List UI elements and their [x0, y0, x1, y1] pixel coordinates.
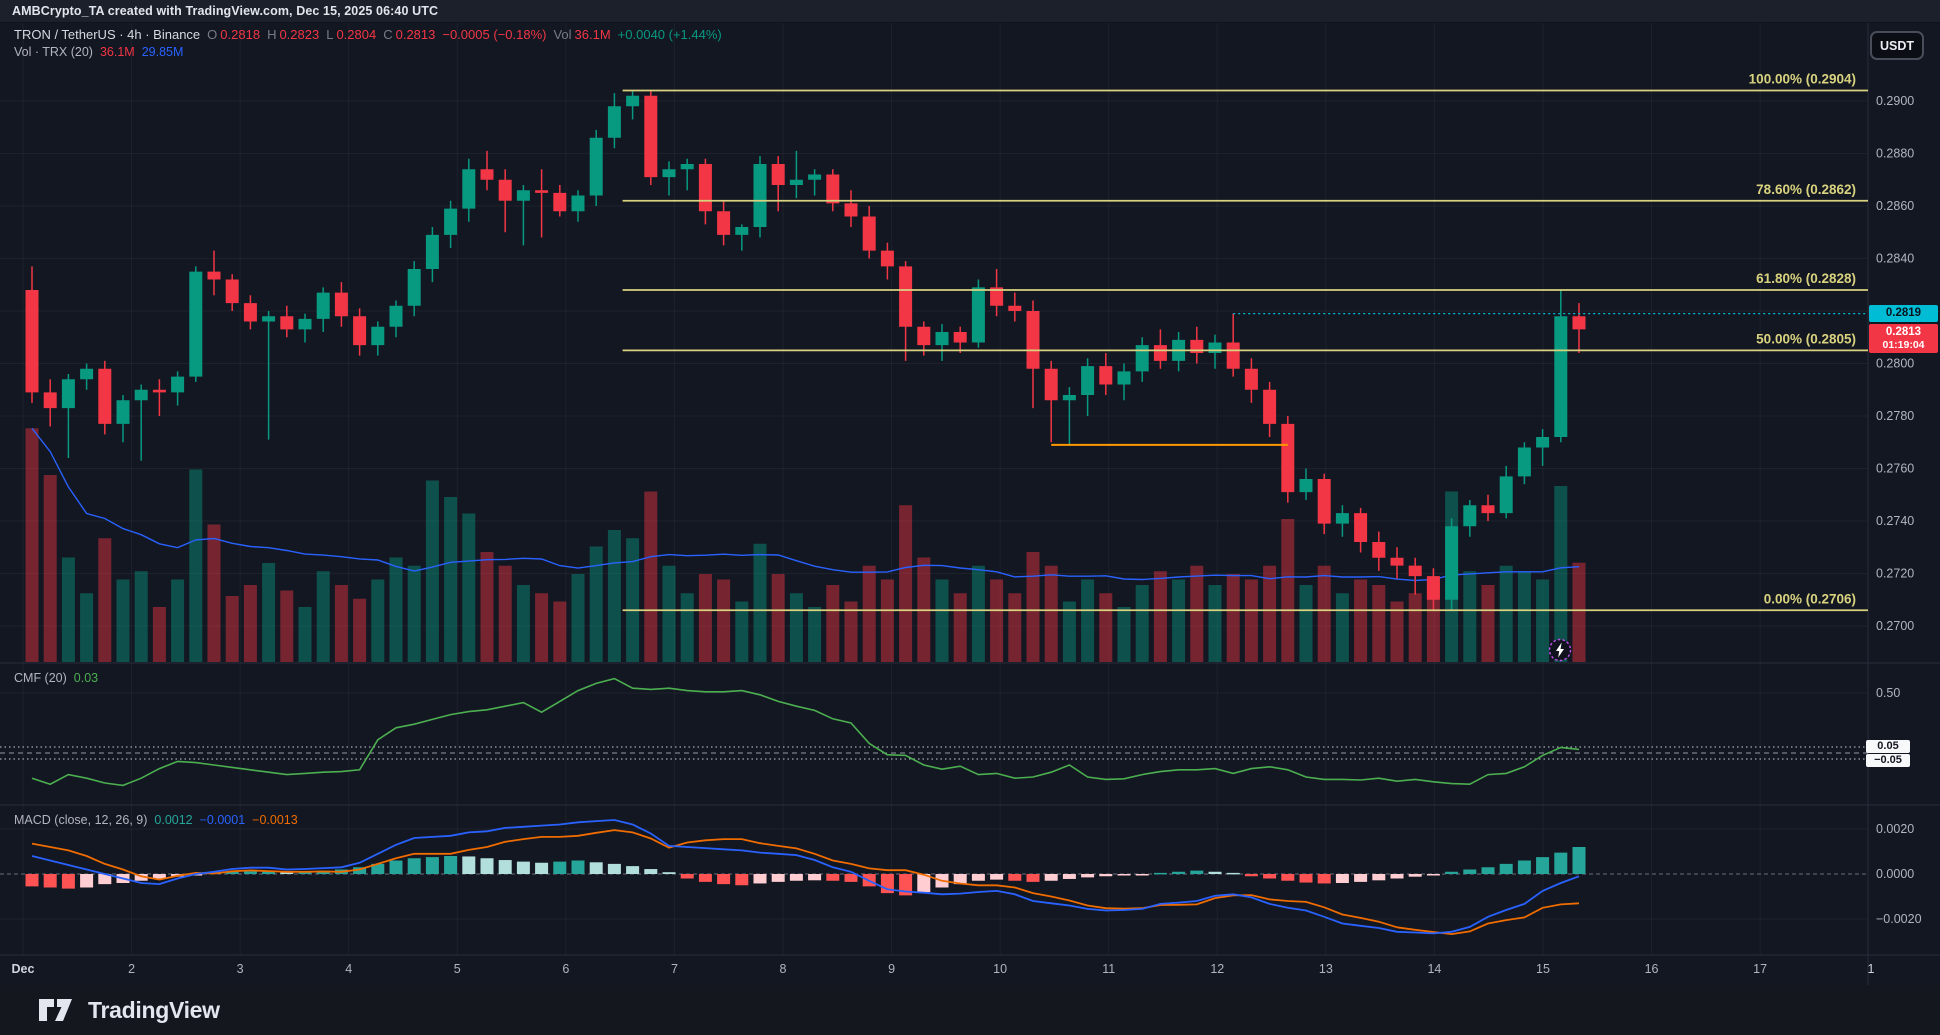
- svg-text:3: 3: [237, 962, 244, 976]
- countdown-timer: 01:19:04: [1882, 339, 1925, 352]
- volume-value: 36.1M: [574, 27, 611, 42]
- svg-text:0.0020: 0.0020: [1876, 822, 1914, 836]
- last-price-value: 0.2819: [1885, 306, 1922, 319]
- svg-text:7: 7: [671, 962, 678, 976]
- svg-text:50.00% (0.2805): 50.00% (0.2805): [1756, 331, 1856, 346]
- close-label: C: [383, 27, 393, 42]
- cmf-legend[interactable]: CMF (20) 0.03: [14, 671, 98, 685]
- svg-text:6: 6: [562, 962, 569, 976]
- volume-bars: [25, 427, 1586, 662]
- svg-text:0.2840: 0.2840: [1876, 252, 1914, 266]
- macd-legend[interactable]: MACD (close, 12, 26, 9) 0.0012 −0.0001 −…: [14, 813, 298, 827]
- svg-text:0.50: 0.50: [1876, 686, 1900, 700]
- lightning-icon: [1548, 638, 1572, 662]
- cmf-label: CMF (20): [14, 671, 67, 685]
- watermark-bar: AMBCrypto_TA created with TradingView.co…: [0, 0, 1940, 23]
- svg-text:11: 11: [1102, 962, 1115, 976]
- cmf-upper-band-badge: 0.05: [1866, 740, 1910, 753]
- svg-text:78.60% (0.2862): 78.60% (0.2862): [1756, 182, 1856, 197]
- svg-text:0.2760: 0.2760: [1876, 462, 1914, 476]
- last-price-badge: 0.2819: [1869, 305, 1938, 322]
- cmf-value: 0.03: [73, 671, 99, 685]
- symbol-title: TRON / TetherUS · 4h · Binance: [14, 27, 201, 42]
- cmf-lower-band-badge: −0.05: [1866, 754, 1910, 767]
- close-value: 0.2813: [395, 27, 436, 42]
- time-axis-labels[interactable]: Dec 2 3 4 5 6 7 8 9 10 11 12 13 14 15 16 17 1: [12, 962, 1875, 976]
- svg-text:14: 14: [1427, 962, 1441, 976]
- high-label: H: [267, 27, 277, 42]
- open-value: 0.2818: [220, 27, 261, 42]
- svg-text:2: 2: [128, 962, 135, 976]
- tradingview-brand-text: TradingView: [88, 996, 220, 1023]
- svg-text:17: 17: [1753, 962, 1767, 976]
- svg-text:0.2900: 0.2900: [1876, 94, 1914, 108]
- open-label: O: [207, 27, 218, 42]
- change-value: −0.0005 (−0.18%): [442, 27, 547, 42]
- svg-text:5: 5: [454, 962, 461, 976]
- countdown-badge: 0.2813 01:19:04: [1869, 324, 1938, 353]
- macd-hist-value: 0.0012: [154, 813, 193, 827]
- svg-text:10: 10: [993, 962, 1007, 976]
- drawing-overlays[interactable]: [1051, 312, 1868, 446]
- volume-change: +0.0040 (+1.44%): [617, 27, 722, 42]
- watermark-text: AMBCrypto_TA created with TradingView.co…: [12, 4, 439, 18]
- currency-toggle-button[interactable]: USDT: [1870, 31, 1924, 60]
- low-value: 0.2804: [336, 27, 377, 42]
- svg-text:0.2800: 0.2800: [1876, 357, 1914, 371]
- flash-event-marker[interactable]: [1548, 638, 1572, 662]
- tradingview-logo-icon: [39, 999, 72, 1021]
- cmf-lower-band-value: −0.05: [1874, 754, 1902, 767]
- svg-text:8: 8: [780, 962, 787, 976]
- macd-signal-value: −0.0013: [252, 813, 298, 827]
- volume-legend[interactable]: Vol · TRX (20) 36.1M 29.85M: [14, 45, 183, 59]
- svg-text:9: 9: [888, 962, 895, 976]
- footer-bar: TradingView: [0, 985, 1940, 1035]
- macd-label: MACD (close, 12, 26, 9): [14, 813, 148, 827]
- svg-text:0.0000: 0.0000: [1876, 867, 1914, 881]
- svg-text:15: 15: [1536, 962, 1550, 976]
- high-value: 0.2823: [279, 27, 320, 42]
- svg-text:0.2780: 0.2780: [1876, 409, 1914, 423]
- svg-text:0.2880: 0.2880: [1876, 147, 1914, 161]
- chart-canvas[interactable]: 100.00% (0.2904) 78.60% (0.2862) 61.80% (0…: [0, 0, 1940, 985]
- svg-text:0.2860: 0.2860: [1876, 199, 1914, 213]
- tradingview-logo[interactable]: TradingView: [38, 997, 220, 1024]
- vol-study-label: Vol · TRX (20): [14, 45, 93, 59]
- svg-text:Dec: Dec: [12, 962, 35, 976]
- cmf-upper-band-value: 0.05: [1877, 740, 1899, 753]
- svg-text:100.00% (0.2904): 100.00% (0.2904): [1749, 72, 1856, 87]
- macd-line-value: −0.0001: [199, 813, 246, 827]
- vol-ma-value: 29.85M: [141, 45, 184, 59]
- cmf-indicator: 0.50: [0, 677, 1900, 787]
- low-label: L: [326, 27, 334, 42]
- countdown-price: 0.2813: [1885, 325, 1922, 338]
- fib-retracement-lines[interactable]: 100.00% (0.2904) 78.60% (0.2862) 61.80% (0…: [622, 72, 1868, 612]
- svg-text:1: 1: [1868, 962, 1875, 976]
- svg-text:16: 16: [1645, 962, 1659, 976]
- svg-text:0.2720: 0.2720: [1876, 567, 1914, 581]
- svg-text:61.80% (0.2828): 61.80% (0.2828): [1756, 271, 1856, 286]
- price-axis-labels[interactable]: 0.29000.28800.28600.28400.28200.28000.27…: [1876, 94, 1914, 633]
- macd-indicator: 0.0020 0.0000 −0.0020: [0, 819, 1922, 936]
- svg-text:−0.0020: −0.0020: [1876, 912, 1922, 926]
- svg-text:12: 12: [1210, 962, 1224, 976]
- symbol-legend[interactable]: TRON / TetherUS · 4h · Binance O 0.2818 …: [14, 27, 722, 42]
- svg-text:0.00% (0.2706): 0.00% (0.2706): [1764, 591, 1856, 606]
- candlestick-series: [25, 90, 1586, 611]
- vol-study-value: 36.1M: [99, 45, 135, 59]
- svg-text:0.2740: 0.2740: [1876, 514, 1914, 528]
- svg-text:0.2700: 0.2700: [1876, 619, 1914, 633]
- gridlines: [0, 22, 1940, 985]
- volume-label: Vol: [553, 27, 572, 42]
- svg-text:13: 13: [1319, 962, 1333, 976]
- svg-text:4: 4: [345, 962, 352, 976]
